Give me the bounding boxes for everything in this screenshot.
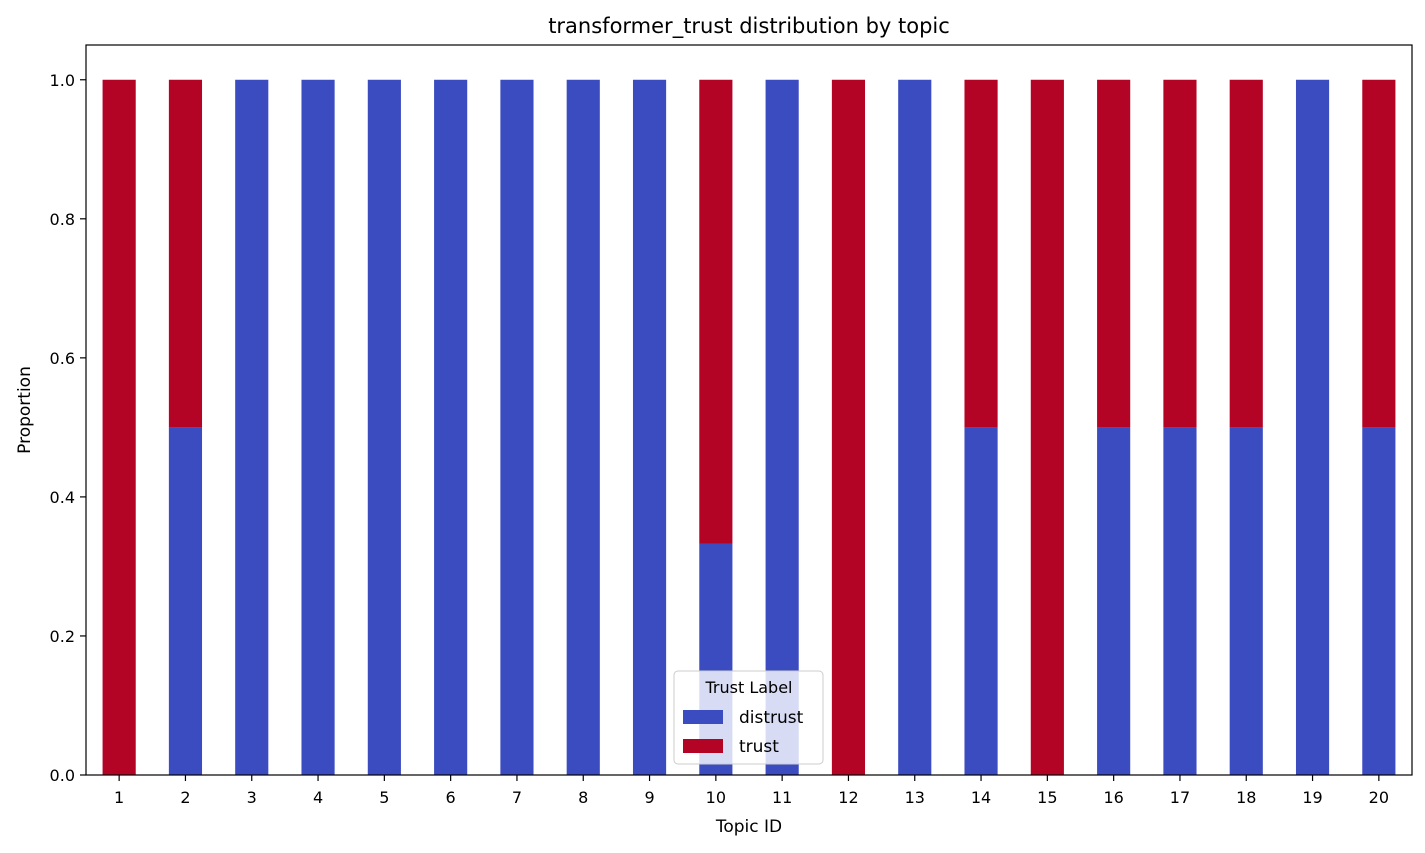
bar-distrust-topic-19	[1295, 79, 1330, 775]
y-tick-label: 0.0	[50, 766, 75, 785]
x-tick-label: 16	[1103, 788, 1123, 807]
y-tick-label: 0.2	[50, 627, 75, 646]
bar-trust-topic-1	[102, 79, 136, 775]
x-tick-label: 20	[1369, 788, 1389, 807]
bar-trust-topic-12	[831, 79, 866, 775]
y-axis-label: Proportion	[15, 366, 35, 454]
x-tick-label: 8	[578, 788, 588, 807]
x-tick-label: 12	[838, 788, 858, 807]
bar-trust-topic-15	[1030, 79, 1064, 775]
x-tick-label: 2	[180, 788, 190, 807]
bar-distrust-topic-13	[898, 79, 932, 775]
legend-swatch-distrust	[683, 710, 723, 724]
bar-distrust-topic-4	[301, 79, 335, 775]
bar-distrust-topic-20	[1362, 427, 1396, 775]
bar-distrust-topic-8	[566, 79, 600, 775]
y-tick-label: 0.4	[50, 488, 75, 507]
x-tick-label: 10	[706, 788, 726, 807]
bar-trust-topic-14	[964, 79, 998, 428]
bar-distrust-topic-18	[1229, 427, 1263, 775]
y-tick-label: 0.6	[50, 349, 75, 368]
y-axis: 0.0 0.2 0.4 0.6 0.8 1.0	[50, 71, 86, 785]
x-tick-label: 3	[247, 788, 257, 807]
bar-distrust-topic-11	[765, 79, 799, 775]
legend-swatch-trust	[683, 739, 723, 753]
x-axis: 1 2 3 4 5 6 7 8 9 10 11 12 13 14 15 16 17 18 19 20	[114, 775, 1389, 807]
legend: Trust Label distrust trust	[673, 670, 824, 765]
y-tick-label: 1.0	[50, 71, 75, 90]
x-tick-label: 13	[905, 788, 925, 807]
bar-trust-topic-17	[1163, 79, 1197, 428]
bar-trust-topic-10	[699, 79, 733, 544]
x-tick-label: 5	[379, 788, 389, 807]
bar-distrust-topic-3	[235, 79, 269, 775]
bar-distrust-topic-6	[434, 79, 468, 775]
bar-trust-topic-16	[1097, 79, 1131, 428]
x-tick-label: 19	[1302, 788, 1322, 807]
x-tick-label: 6	[446, 788, 456, 807]
bar-distrust-topic-17	[1163, 427, 1197, 775]
x-tick-label: 1	[114, 788, 124, 807]
bar-trust-topic-18	[1229, 79, 1263, 428]
x-tick-label: 11	[772, 788, 792, 807]
plot-frame	[85, 44, 1413, 776]
x-tick-label: 7	[512, 788, 522, 807]
x-tick-label: 15	[1037, 788, 1057, 807]
bar-trust-topic-2	[168, 79, 203, 428]
bar-distrust-topic-16	[1097, 427, 1131, 775]
x-axis-label: Topic ID	[715, 817, 782, 837]
chart-title: transformer_trust distribution by topic	[548, 14, 950, 39]
legend-label-trust: trust	[739, 737, 779, 757]
y-tick-label: 0.8	[50, 210, 75, 229]
bar-distrust-topic-9	[632, 79, 667, 775]
x-tick-label: 17	[1170, 788, 1190, 807]
legend-label-distrust: distrust	[739, 708, 804, 728]
x-tick-label: 9	[644, 788, 654, 807]
bar-distrust-topic-7	[500, 79, 534, 775]
legend-title: Trust Label	[705, 678, 793, 697]
x-tick-label: 4	[313, 788, 323, 807]
bar-trust-topic-20	[1362, 79, 1396, 428]
x-tick-label: 18	[1236, 788, 1256, 807]
bars-group	[102, 79, 1396, 775]
x-tick-label: 14	[971, 788, 991, 807]
bar-distrust-topic-2	[168, 427, 203, 775]
bar-distrust-topic-14	[964, 427, 998, 775]
bar-distrust-topic-5	[367, 79, 401, 775]
